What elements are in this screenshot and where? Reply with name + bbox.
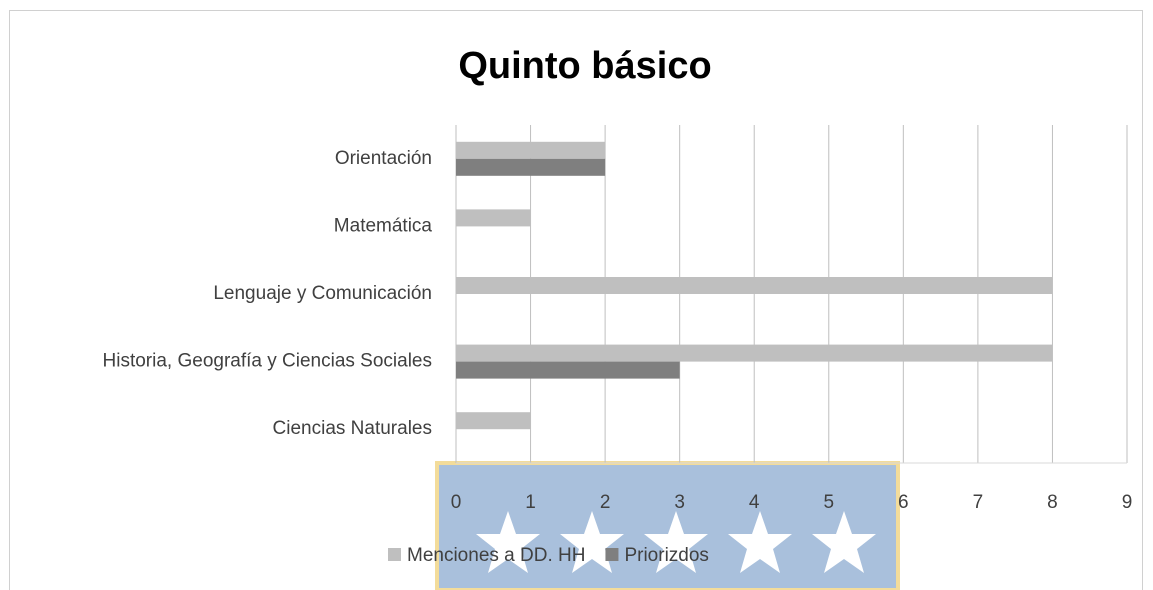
legend-label: Priorizdos	[624, 545, 708, 566]
watermark-star	[644, 511, 708, 573]
bar	[456, 158, 606, 176]
watermark-star	[560, 511, 624, 573]
y-tick-label: Lenguaje y Comunicación	[213, 283, 432, 304]
bar	[456, 209, 531, 227]
x-tick-label: 3	[674, 492, 685, 513]
legend-swatch	[605, 548, 619, 561]
x-tick-label: 2	[600, 492, 611, 513]
watermark-star	[476, 511, 540, 573]
x-tick-label: 8	[1047, 492, 1058, 513]
bar	[456, 344, 1053, 362]
bar	[456, 412, 531, 430]
legend-label: Menciones a DD. HH	[407, 545, 585, 566]
chart-border	[9, 10, 1143, 590]
bar	[456, 277, 1053, 294]
x-tick-label: 7	[973, 492, 984, 513]
bar	[456, 141, 606, 159]
watermark-star	[812, 511, 876, 573]
x-tick-label: 1	[525, 492, 536, 513]
y-tick-label: Matemática	[334, 215, 433, 236]
watermark	[435, 461, 900, 590]
y-tick-label: Ciencias Naturales	[273, 418, 432, 439]
legend-swatch	[388, 548, 401, 561]
x-tick-label: 9	[1122, 492, 1133, 513]
x-tick-label: 0	[451, 492, 462, 513]
x-tick-label: 6	[898, 492, 909, 513]
x-tick-label: 4	[749, 492, 760, 513]
chart-title: Quinto básico	[458, 45, 711, 87]
y-tick-label: Historia, Geografía y Ciencias Sociales	[103, 351, 432, 372]
watermark-star	[728, 511, 792, 573]
y-tick-label: Orientación	[335, 148, 432, 169]
x-tick-label: 5	[823, 492, 834, 513]
watermark-box	[435, 461, 900, 590]
bar	[456, 361, 680, 379]
